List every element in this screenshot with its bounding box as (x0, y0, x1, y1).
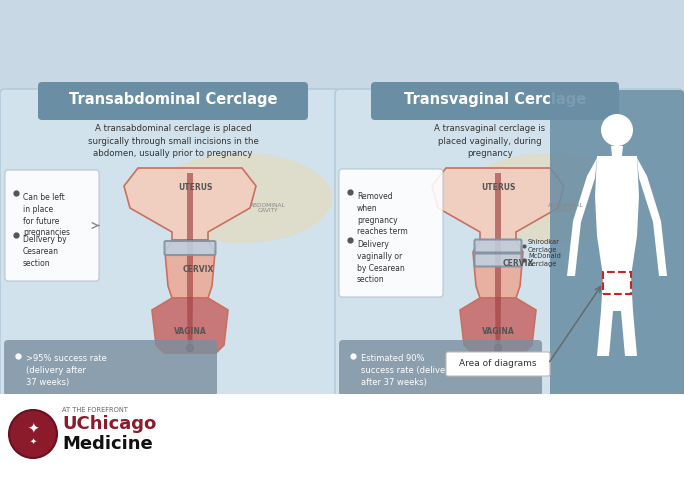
Polygon shape (611, 146, 623, 156)
Circle shape (9, 410, 57, 458)
Text: ✦: ✦ (27, 423, 39, 437)
Text: Medicine: Medicine (62, 435, 153, 453)
Circle shape (495, 345, 501, 351)
Text: Removed
when
pregnancy
reaches term: Removed when pregnancy reaches term (357, 192, 408, 236)
Text: ABDOMINAL
CAVITY: ABDOMINAL CAVITY (548, 203, 584, 213)
Polygon shape (124, 168, 256, 240)
Polygon shape (460, 298, 536, 353)
Text: Area of diagrams: Area of diagrams (459, 360, 537, 368)
Circle shape (601, 114, 633, 146)
Text: AT THE FOREFRONT: AT THE FOREFRONT (62, 407, 128, 413)
FancyBboxPatch shape (550, 90, 684, 398)
FancyBboxPatch shape (335, 89, 683, 399)
Bar (603, 272, 631, 294)
FancyBboxPatch shape (475, 254, 521, 266)
FancyBboxPatch shape (5, 170, 99, 281)
Text: UChicago: UChicago (62, 415, 156, 433)
Ellipse shape (460, 153, 640, 243)
Polygon shape (187, 173, 193, 349)
Text: Shirodkar
Cerclage: Shirodkar Cerclage (528, 239, 560, 253)
Text: VAGINA: VAGINA (174, 327, 207, 335)
Text: ABDOMINAL
CAVITY: ABDOMINAL CAVITY (250, 203, 286, 213)
Text: A transabdominal cerclage is placed
surgically through small incisions in the
ab: A transabdominal cerclage is placed surg… (88, 124, 259, 158)
FancyBboxPatch shape (475, 240, 521, 253)
FancyBboxPatch shape (371, 82, 619, 120)
FancyBboxPatch shape (339, 169, 443, 297)
Text: Transvaginal Cerclage: Transvaginal Cerclage (404, 92, 586, 107)
Text: >95% success rate
(delivery after
37 weeks): >95% success rate (delivery after 37 wee… (26, 354, 107, 386)
Polygon shape (432, 168, 564, 240)
FancyBboxPatch shape (38, 82, 308, 120)
Text: CERVIX: CERVIX (183, 264, 213, 274)
FancyBboxPatch shape (0, 89, 340, 399)
Polygon shape (152, 298, 228, 353)
FancyBboxPatch shape (4, 340, 217, 396)
Text: UTERUS: UTERUS (178, 184, 212, 192)
Polygon shape (597, 311, 613, 356)
Polygon shape (495, 173, 501, 349)
Text: Transabdominal Cerclage: Transabdominal Cerclage (69, 92, 277, 107)
Text: UTERUS: UTERUS (481, 184, 515, 192)
Text: ✦: ✦ (29, 436, 36, 446)
Text: CERVIX: CERVIX (502, 260, 534, 268)
Ellipse shape (152, 153, 332, 243)
Text: Can be left
in place
for future
pregnancies: Can be left in place for future pregnanc… (23, 193, 70, 237)
Bar (0, 394, 684, 486)
Text: Delivery by
Cesarean
section: Delivery by Cesarean section (23, 235, 66, 268)
Text: VAGINA: VAGINA (482, 327, 514, 335)
Text: McDonald
Cerclage: McDonald Cerclage (528, 253, 561, 267)
Polygon shape (473, 240, 523, 298)
Circle shape (187, 345, 194, 351)
Polygon shape (637, 158, 667, 276)
Text: A transvaginal cerclage is
placed vaginally, during
pregnancy: A transvaginal cerclage is placed vagina… (434, 124, 546, 158)
FancyBboxPatch shape (339, 340, 542, 396)
Polygon shape (567, 158, 597, 276)
FancyBboxPatch shape (446, 352, 550, 376)
Polygon shape (595, 156, 639, 311)
Polygon shape (165, 240, 215, 298)
FancyBboxPatch shape (164, 241, 215, 255)
Text: Estimated 90%
success rate (delivery
after 37 weeks): Estimated 90% success rate (delivery aft… (361, 354, 453, 386)
Text: Delivery
vaginally or
by Cesarean
section: Delivery vaginally or by Cesarean sectio… (357, 240, 405, 284)
Polygon shape (621, 311, 637, 356)
